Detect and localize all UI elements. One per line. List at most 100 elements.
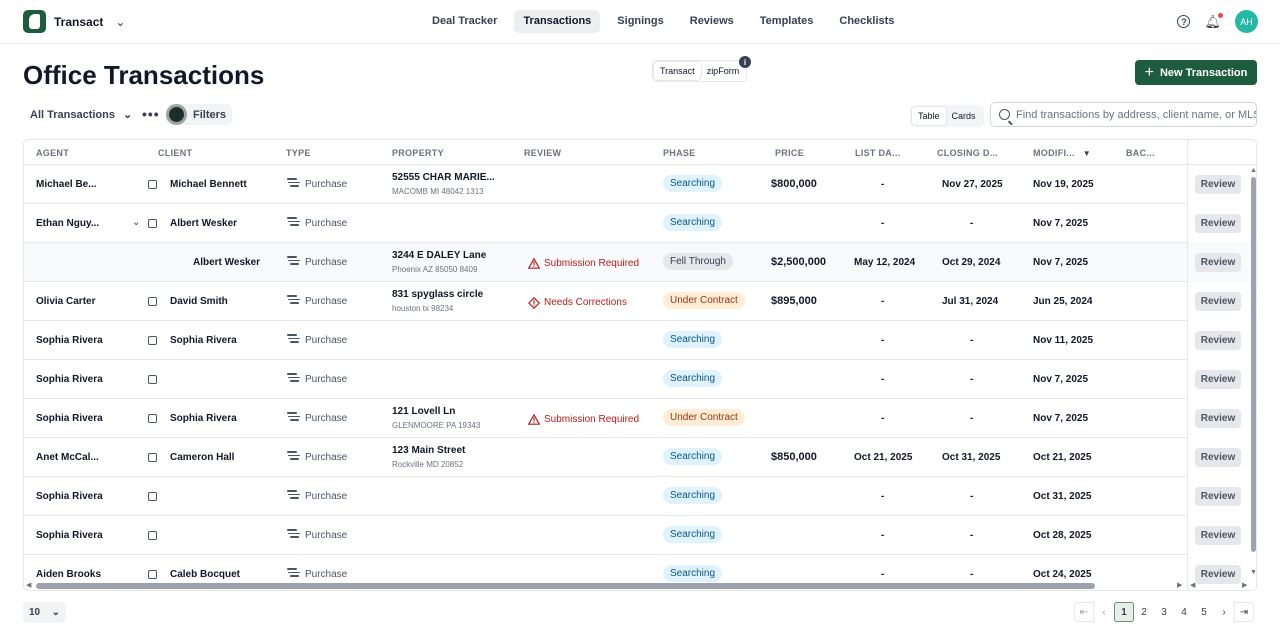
table-row-child[interactable]: Albert Wesker Purchase 3244 E DALEY Lane Ph…: [24, 243, 1256, 282]
scroll-right-icon[interactable]: ▶: [1242, 582, 1248, 589]
scroll-up-icon[interactable]: ▲: [1250, 167, 1257, 174]
column-header-property[interactable]: PROPERTY: [392, 148, 444, 158]
row-checkbox[interactable]: [148, 492, 157, 501]
client-name: Caleb Bocquet: [170, 569, 241, 580]
review-button[interactable]: Review: [1195, 409, 1241, 428]
page-5-button[interactable]: 5: [1201, 606, 1207, 618]
horizontal-scrollbar[interactable]: ◀ ▶ ◀ ▶: [24, 581, 1256, 590]
column-header-modified[interactable]: MODIFI... ▼: [1033, 148, 1091, 158]
table-row[interactable]: Sophia Rivera Sophia Rivera Purchase Search…: [24, 321, 1256, 360]
help-icon[interactable]: ?: [1177, 15, 1191, 28]
notifications-bell-icon[interactable]: 🔔︎: [1204, 12, 1223, 29]
review-button[interactable]: Review: [1195, 331, 1241, 350]
page-1-button[interactable]: 1: [1114, 602, 1134, 622]
filters-toggle[interactable]: Filters: [166, 104, 233, 125]
nav-transactions[interactable]: Transactions: [514, 10, 601, 33]
vertical-scroll-thumb[interactable]: [1251, 177, 1256, 552]
row-checkbox[interactable]: [148, 375, 157, 384]
source-option-zipform[interactable]: zipForm: [706, 66, 740, 76]
scroll-right-icon[interactable]: ▶: [1177, 582, 1183, 589]
column-header-review[interactable]: REVIEW: [524, 148, 562, 158]
review-action-cell: Review: [1187, 204, 1256, 243]
review-button[interactable]: Review: [1195, 292, 1241, 311]
row-checkbox[interactable]: [148, 219, 157, 228]
row-checkbox[interactable]: [148, 453, 157, 462]
review-button[interactable]: Review: [1195, 175, 1241, 194]
vertical-scrollbar[interactable]: ▲ ▼: [1250, 165, 1257, 584]
nav-reviews[interactable]: Reviews: [689, 15, 734, 27]
review-button[interactable]: Review: [1195, 487, 1241, 506]
next-page-icon[interactable]: ›: [1222, 606, 1226, 618]
page-3-button[interactable]: 3: [1161, 606, 1167, 618]
view-mode-cards[interactable]: Cards: [951, 111, 976, 121]
app-switcher[interactable]: Transact ⌄: [23, 10, 125, 33]
column-header-phase[interactable]: PHASE: [663, 148, 696, 158]
table-row[interactable]: Olivia Carter David Smith Purchase 831 spyg…: [24, 282, 1256, 321]
user-avatar[interactable]: AH: [1235, 10, 1258, 33]
nav-checklists[interactable]: Checklists: [839, 15, 895, 27]
top-right-actions: ? 🔔︎ AH: [1177, 10, 1258, 33]
table-row[interactable]: Aiden Brooks Caleb Bocquet Purchase Searchi…: [24, 555, 1256, 590]
modified-date: Jun 25, 2024: [1033, 296, 1093, 307]
review-button[interactable]: Review: [1195, 448, 1241, 467]
table-row[interactable]: Michael Be... Michael Bennett Purchase 5255…: [24, 165, 1256, 204]
nav-signings[interactable]: Signings: [617, 15, 664, 27]
source-option-transact[interactable]: Transact: [654, 62, 701, 80]
review-status-label: Needs Corrections: [544, 297, 627, 308]
closing-date: Nov 27, 2025: [942, 179, 1003, 190]
table-row[interactable]: Ethan Nguy... ⌄ Albert Wesker Purchase Searc…: [24, 204, 1256, 243]
table-row[interactable]: Anet McCal... Cameron Hall Purchase 123 Mai…: [24, 438, 1256, 477]
table-row[interactable]: Sophia Rivera Sophia Rivera Purchase 121 Lo…: [24, 399, 1256, 438]
closing-date: Oct 31, 2025: [942, 452, 1001, 463]
column-header-closing-date[interactable]: CLOSING D...: [937, 148, 999, 158]
plus-icon: +: [1144, 64, 1154, 81]
modified-date: Oct 21, 2025: [1033, 452, 1092, 463]
review-button[interactable]: Review: [1195, 526, 1241, 545]
last-page-icon[interactable]: ⇥: [1234, 602, 1254, 622]
table-row[interactable]: Sophia Rivera Purchase Searching - - Oct 31, …: [24, 477, 1256, 516]
horizontal-scroll-thumb[interactable]: [36, 583, 1095, 589]
review-button[interactable]: Review: [1195, 370, 1241, 389]
row-checkbox[interactable]: [148, 531, 157, 540]
review-button[interactable]: Review: [1195, 253, 1241, 272]
modified-date: Nov 7, 2025: [1033, 374, 1089, 385]
new-transaction-button[interactable]: + New Transaction: [1135, 60, 1257, 85]
search-input[interactable]: [1016, 108, 1256, 121]
table-header: AGENT CLIENT TYPE PROPERTY REVIEW PHASE …: [24, 140, 1256, 165]
column-header-list-date[interactable]: LIST DA...: [855, 148, 901, 158]
nav-deal-tracker[interactable]: Deal Tracker: [432, 15, 498, 27]
row-checkbox[interactable]: [148, 414, 157, 423]
column-header-client[interactable]: CLIENT: [158, 148, 193, 158]
review-action-cell: Review: [1187, 516, 1256, 555]
nav-templates[interactable]: Templates: [759, 15, 814, 27]
view-selector-dropdown[interactable]: All Transactions ⌄: [30, 108, 132, 122]
page-2-button[interactable]: 2: [1141, 606, 1147, 618]
row-checkbox[interactable]: [148, 336, 157, 345]
main-nav: Deal Tracker Transactions Signings Reviews T…: [423, 10, 903, 33]
column-header-price[interactable]: PRICE: [775, 148, 805, 158]
scroll-left-icon[interactable]: ◀: [26, 582, 32, 589]
row-checkbox[interactable]: [148, 570, 157, 579]
previous-page-icon[interactable]: ‹: [1102, 606, 1106, 618]
page-size-select[interactable]: 10 ⌄: [23, 602, 66, 623]
column-header-agent[interactable]: AGENT: [36, 148, 69, 158]
phase-badge: Searching: [663, 370, 723, 387]
row-checkbox[interactable]: [148, 180, 157, 189]
column-header-backup[interactable]: BAC...: [1126, 148, 1155, 158]
column-header-type[interactable]: TYPE: [286, 148, 311, 158]
expand-row-chevron-icon[interactable]: ⌄: [132, 217, 141, 228]
review-button[interactable]: Review: [1195, 214, 1241, 233]
scroll-down-icon[interactable]: ▼: [1250, 569, 1257, 576]
view-mode-table[interactable]: Table: [912, 107, 946, 125]
more-options-icon[interactable]: •••: [142, 106, 160, 122]
scroll-left-icon[interactable]: ◀: [1190, 582, 1196, 589]
row-checkbox[interactable]: [148, 297, 157, 306]
phase-badge: Under Contract: [663, 409, 745, 426]
phase-badge: Searching: [663, 487, 723, 504]
table-row[interactable]: Sophia Rivera Purchase Searching - - Oct 28, …: [24, 516, 1256, 555]
review-button[interactable]: Review: [1195, 565, 1241, 584]
first-page-icon[interactable]: ⇤: [1074, 602, 1094, 622]
info-icon[interactable]: i: [739, 56, 751, 68]
page-4-button[interactable]: 4: [1181, 606, 1187, 618]
table-row[interactable]: Sophia Rivera Purchase Searching - - Nov 7, 2…: [24, 360, 1256, 399]
